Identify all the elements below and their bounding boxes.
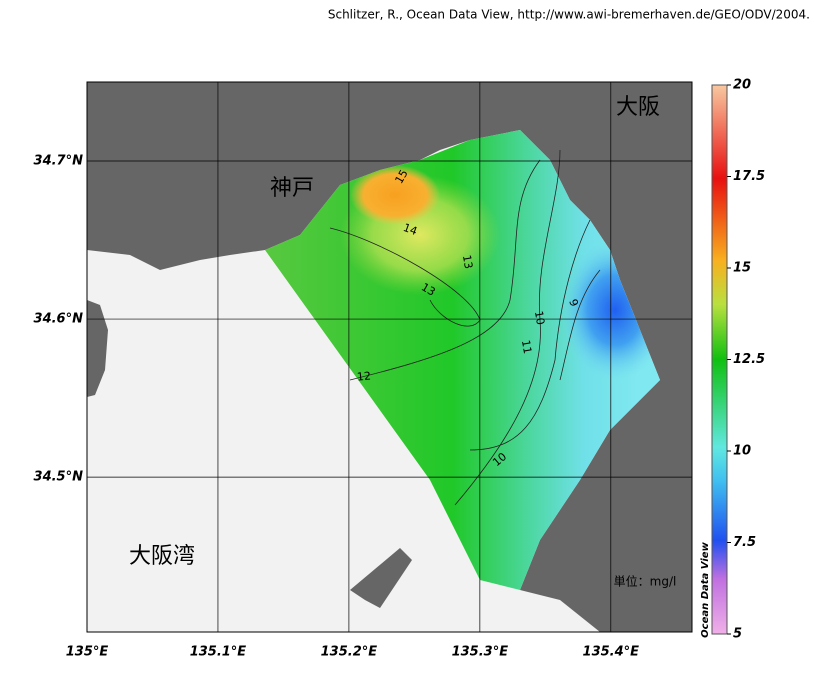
contour-label: 14 bbox=[401, 221, 419, 238]
y-tick-label: 34.6°N bbox=[34, 312, 84, 327]
land bbox=[87, 82, 692, 632]
place-label: 大阪 bbox=[616, 95, 660, 120]
contour-label: 12 bbox=[356, 369, 371, 383]
unit-label: 単位：mg/l bbox=[614, 574, 677, 589]
x-tick-label: 135.4°E bbox=[583, 645, 640, 660]
x-tick-label: 135.2°E bbox=[321, 645, 378, 660]
contour-label: 10 bbox=[532, 310, 547, 326]
contour-label: 9 bbox=[566, 297, 581, 308]
contour-label: 13 bbox=[460, 254, 475, 270]
x-tick-label: 135.3°E bbox=[452, 645, 509, 660]
colorbar-title: Ocean Data View bbox=[700, 541, 711, 637]
y-tick-label: 34.7°N bbox=[34, 154, 84, 169]
x-tick-label: 135°E bbox=[66, 645, 109, 660]
contour-label: 13 bbox=[419, 280, 438, 298]
place-label: 神戸 bbox=[270, 176, 314, 201]
colorbar-label: 20 bbox=[733, 78, 751, 93]
credit: Schlitzer, R., Ocean Data View, http://w… bbox=[328, 8, 810, 22]
colorbar-label: 17.5 bbox=[733, 169, 765, 184]
colorbar-label: 5 bbox=[733, 627, 742, 642]
contour-label: 15 bbox=[392, 167, 410, 186]
colorbar-label: 10 bbox=[733, 444, 751, 459]
x-tick-label: 135.1°E bbox=[190, 645, 247, 660]
colorbar-label: 15 bbox=[733, 261, 751, 276]
y-tick-label: 34.5°N bbox=[34, 470, 84, 485]
colorbar bbox=[711, 84, 728, 635]
colorbar-label: 12.5 bbox=[733, 352, 765, 367]
colorbar-label: 7.5 bbox=[733, 535, 756, 550]
awaji-island bbox=[87, 300, 108, 397]
artificial-island bbox=[350, 548, 412, 608]
contour-label: 11 bbox=[519, 339, 534, 355]
contour-lines bbox=[329, 149, 601, 506]
place-label: 大阪湾 bbox=[129, 544, 195, 569]
